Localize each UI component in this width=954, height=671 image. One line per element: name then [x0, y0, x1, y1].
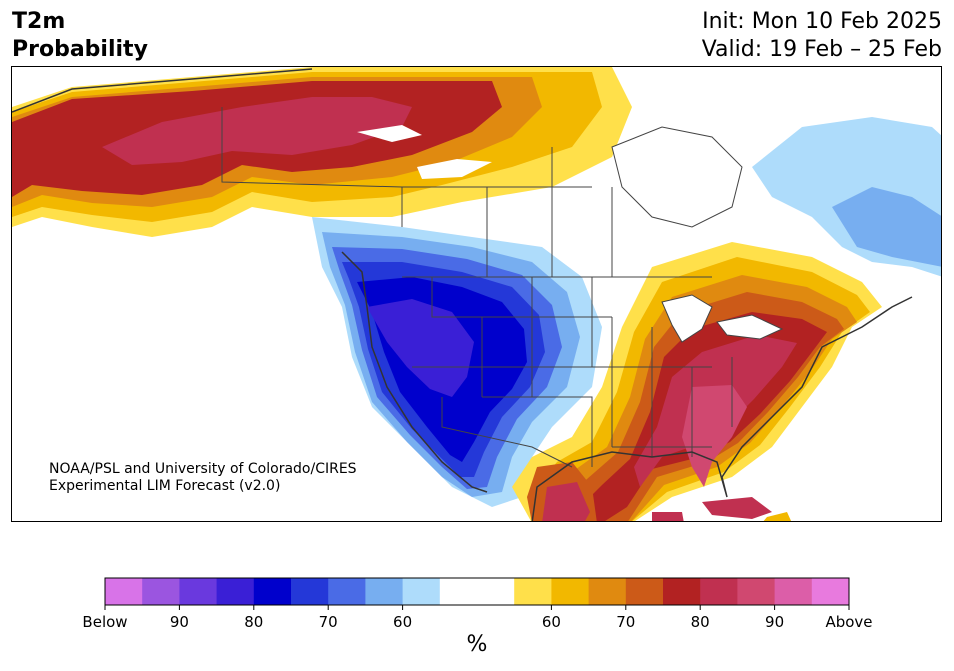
coastline	[12, 68, 913, 521]
hudson-bay	[611, 126, 743, 228]
colorbar-tick-label: 60	[393, 613, 412, 631]
colorbar-swatches	[105, 578, 850, 605]
colorbar-swatch	[514, 578, 552, 605]
title-line-1: T2m	[12, 9, 66, 34]
warm-region-hispaniola	[763, 512, 792, 521]
valid-date: Valid: 19 Feb – 25 Feb	[701, 37, 942, 62]
colorbar: Below 90 80 70 60 60 70 80 90 Above	[82, 577, 873, 631]
colorbar-swatch	[402, 578, 441, 605]
colorbar-swatch	[105, 578, 143, 605]
colorbar-swatch	[551, 578, 590, 605]
colorbar-swatch	[588, 578, 627, 605]
colorbar-tick-label: 80	[244, 613, 263, 631]
warm-region-cuba	[702, 497, 772, 519]
colorbar-tick-label: 70	[319, 613, 338, 631]
colorbar-swatch	[477, 578, 515, 605]
great-slave-lake	[357, 125, 422, 142]
colorbar-frame	[104, 577, 850, 606]
map-title: T2m Probability	[12, 8, 148, 64]
credit-line-1: NOAA/PSL and University of Colorado/CIRE…	[49, 461, 357, 477]
great-bear-lake	[417, 159, 492, 179]
cold-region-west-purple	[367, 299, 474, 397]
title-line-2: Probability	[12, 37, 148, 62]
warm-region-southeast-rose	[682, 385, 747, 487]
colorbar-swatch	[811, 578, 850, 605]
colorbar-tick-label: 80	[691, 613, 710, 631]
colorbar-swatch	[328, 578, 366, 605]
map-canvas	[12, 67, 941, 521]
credit-line-2: Experimental LIM Forecast (v2.0)	[49, 478, 281, 494]
date-info: Init: Mon 10 Feb 2025 Valid: 19 Feb – 25…	[702, 8, 942, 64]
colorbar-swatch	[253, 578, 292, 605]
warm-region-alaska-crimson	[102, 97, 412, 165]
colorbar-swatch	[439, 578, 478, 605]
colorbar-tick-label: 90	[170, 613, 189, 631]
warm-region-mexico-crimson	[542, 482, 590, 521]
colorbar-swatch	[625, 578, 664, 605]
credit-text: NOAA/PSL and University of Colorado/CIRE…	[49, 461, 357, 495]
colorbar-swatch	[365, 578, 404, 605]
colorbar-swatch	[737, 578, 776, 605]
colorbar-tick-label: Below	[82, 613, 127, 631]
init-date: Init: Mon 10 Feb 2025	[702, 9, 942, 34]
political-borders	[221, 107, 733, 468]
warm-region-caribbean	[652, 512, 684, 521]
colorbar-swatch	[179, 578, 218, 605]
colorbar-tick-label: Above	[825, 613, 872, 631]
probability-map	[11, 66, 942, 522]
great-lakes	[661, 294, 784, 343]
colorbar-swatch	[291, 578, 329, 605]
colorbar-tick-label: 90	[765, 613, 784, 631]
colorbar-unit: %	[466, 632, 488, 657]
cold-region-labrador	[832, 187, 941, 267]
colorbar-swatch	[216, 578, 255, 605]
colorbar-swatch	[142, 578, 180, 605]
colorbar-tick-label: 60	[542, 613, 561, 631]
colorbar-ticks: Below 90 80 70 60 60 70 80 90 Above	[82, 605, 873, 631]
colorbar-swatch	[700, 578, 738, 605]
colorbar-swatch	[663, 578, 701, 605]
colorbar-tick-label: 70	[616, 613, 635, 631]
colorbar-swatch	[774, 578, 813, 605]
